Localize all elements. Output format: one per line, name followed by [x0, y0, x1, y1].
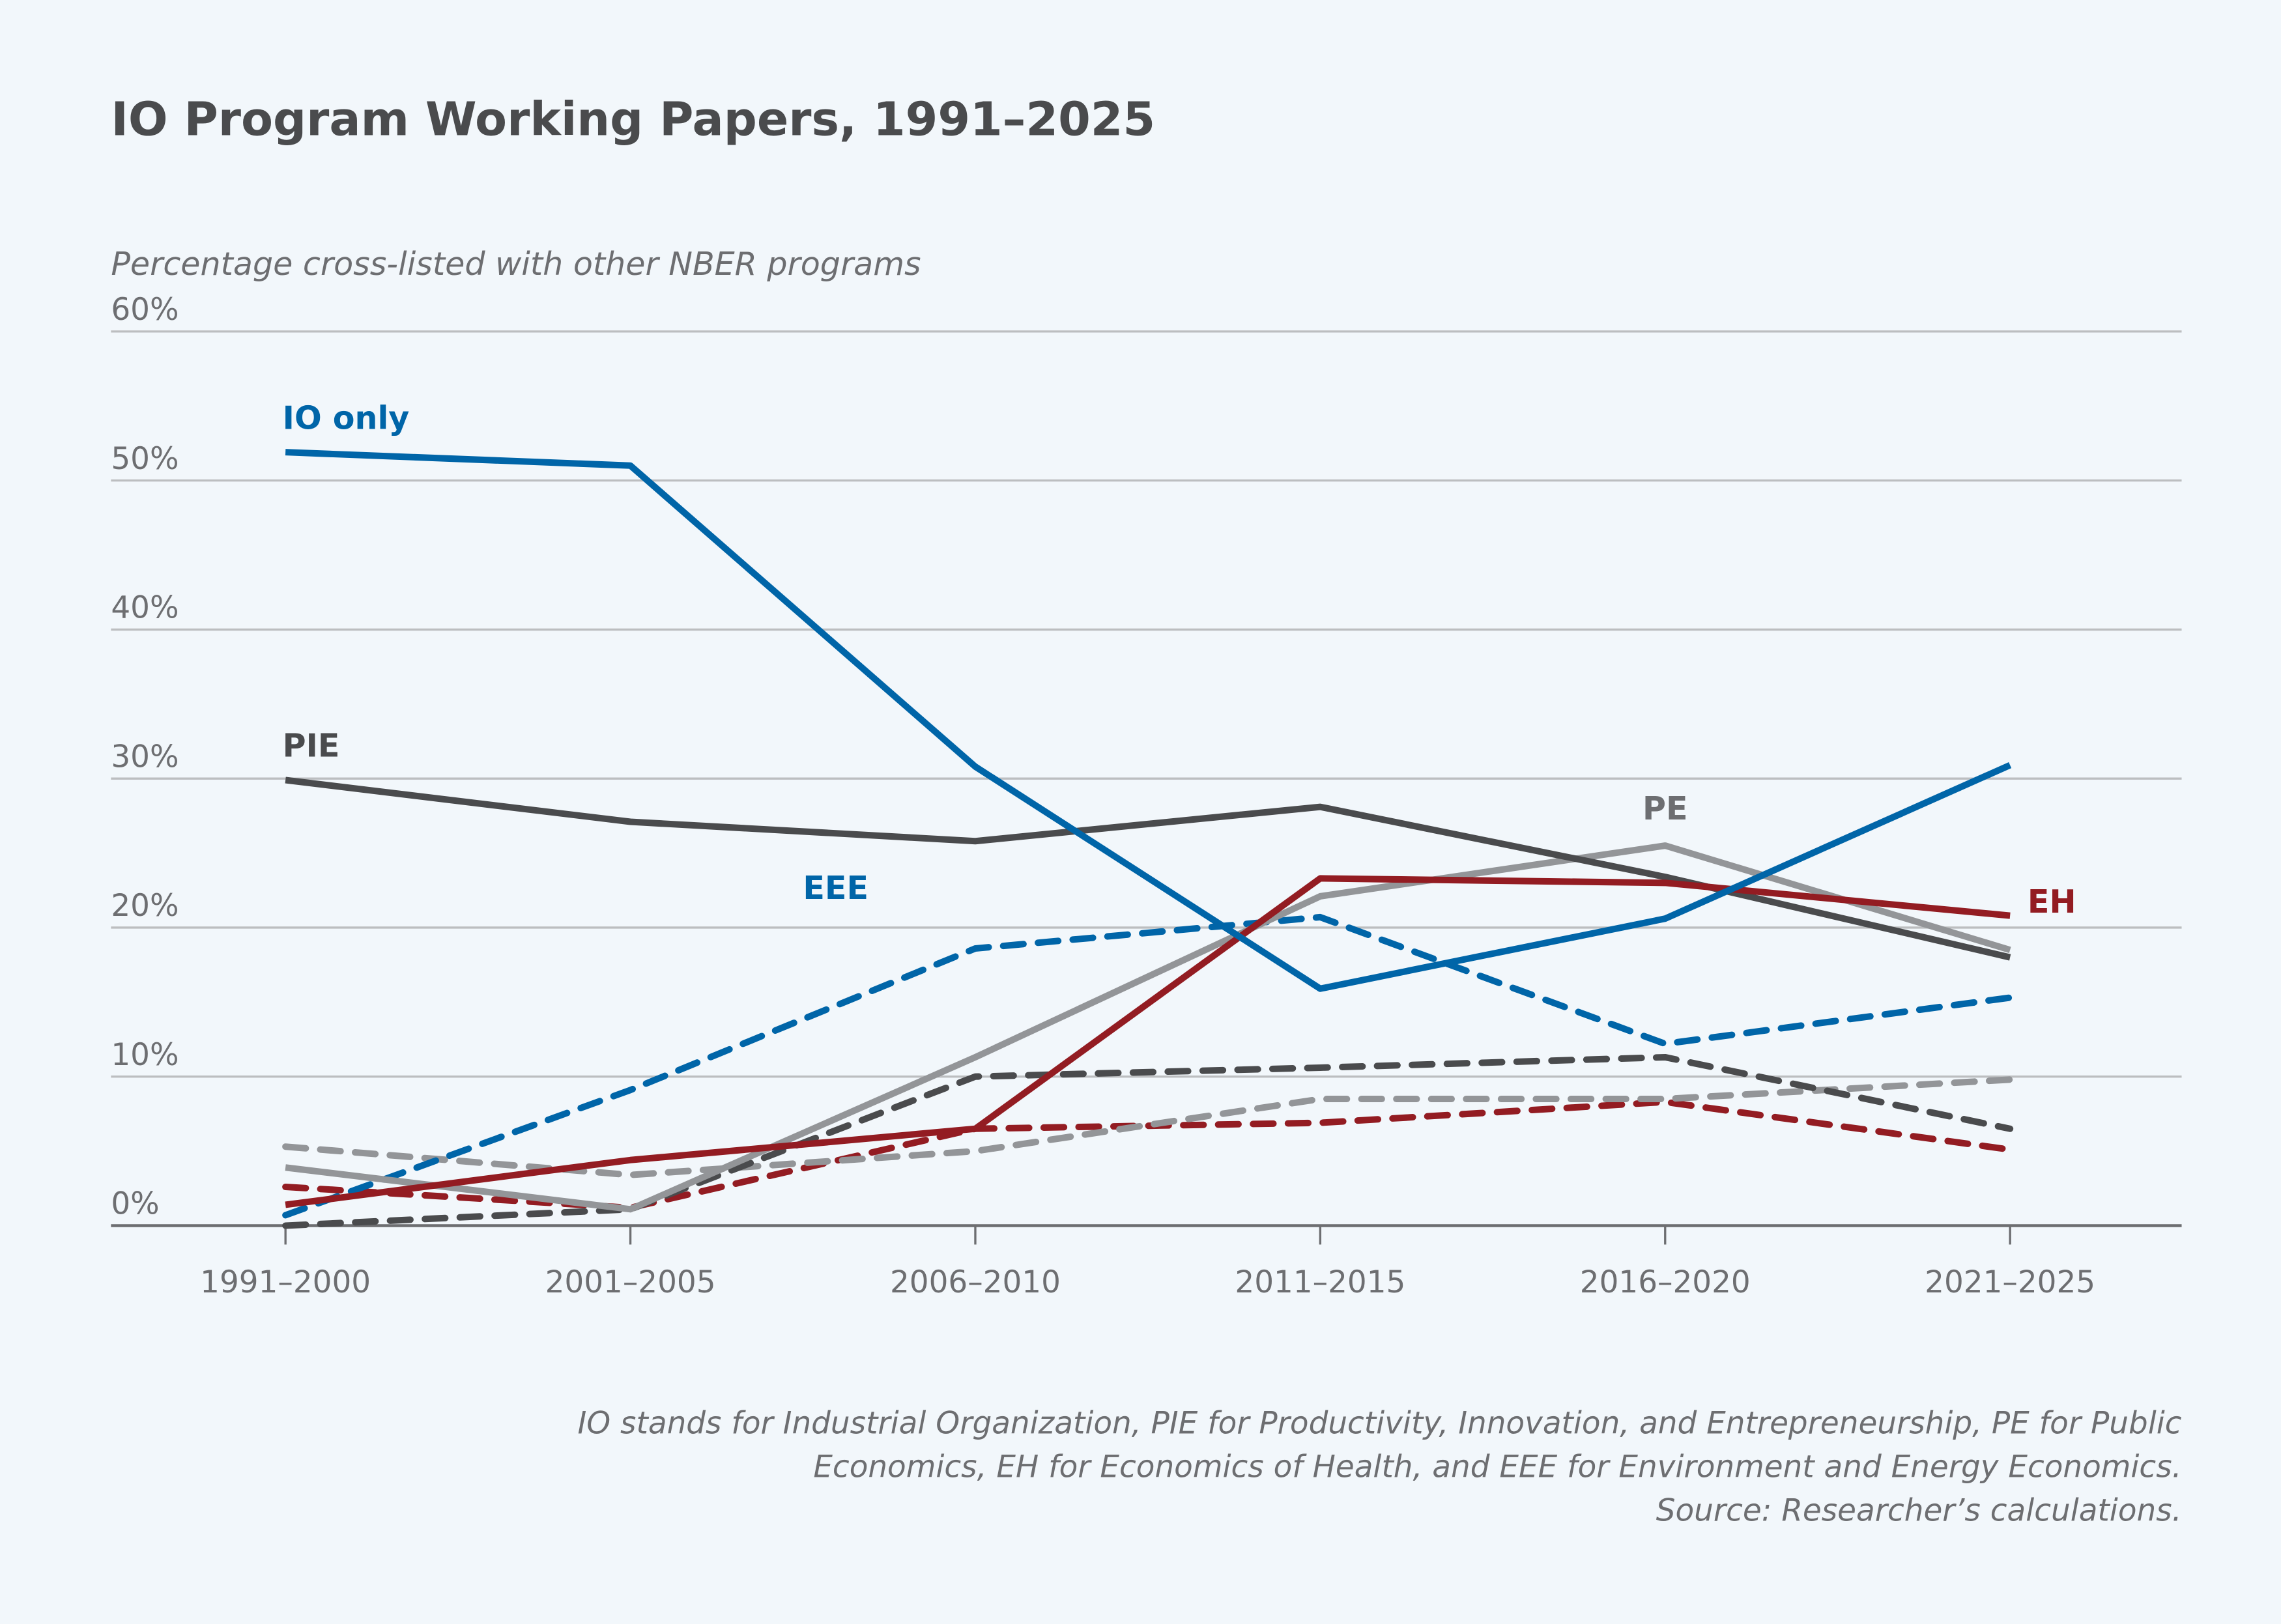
- x-tick-label: 1991–2000: [200, 1265, 371, 1300]
- series-label: EH: [2028, 883, 2076, 920]
- series-line-io-only: [285, 449, 2012, 992]
- series-label: IO only: [283, 399, 410, 436]
- x-tick-label: 2001–2005: [545, 1265, 716, 1300]
- series-line-eh: [285, 875, 2011, 1208]
- y-tick-label: 30%: [111, 739, 179, 775]
- footnote-line-2: Economics, EH for Economics of Health, a…: [813, 1450, 2181, 1485]
- series-label: PE: [1643, 790, 1688, 827]
- y-axis-label: Percentage cross-listed with other NBER …: [111, 245, 921, 283]
- source-note: Source: Researcher’s calculations.: [1656, 1494, 2182, 1529]
- chart-title: IO Program Working Papers, 1991–2025: [111, 93, 1155, 147]
- y-tick-label: 20%: [111, 889, 179, 924]
- footnote-line-1: IO stands for Industrial Organization, P…: [577, 1406, 2181, 1442]
- series-line-eee: [282, 913, 2014, 1219]
- series-line-pe: [285, 842, 2011, 1213]
- series-label: EEE: [803, 869, 868, 907]
- x-tick-label: 2016–2020: [1580, 1265, 1751, 1300]
- y-tick-label: 0%: [111, 1187, 159, 1222]
- y-tick-label: 40%: [111, 591, 179, 626]
- y-tick-label: 10%: [111, 1038, 179, 1073]
- x-tick-label: 2011–2015: [1235, 1265, 1405, 1300]
- y-tick-label: 60%: [111, 292, 179, 328]
- series-line-dashed-5: [282, 1053, 2014, 1229]
- y-tick-label: 50%: [111, 442, 179, 477]
- x-tick-label: 2021–2025: [1925, 1265, 2095, 1300]
- series-line-dashed-7: [282, 1098, 2014, 1212]
- series-label: PIE: [283, 727, 340, 765]
- x-tick-label: 2006–2010: [890, 1265, 1061, 1300]
